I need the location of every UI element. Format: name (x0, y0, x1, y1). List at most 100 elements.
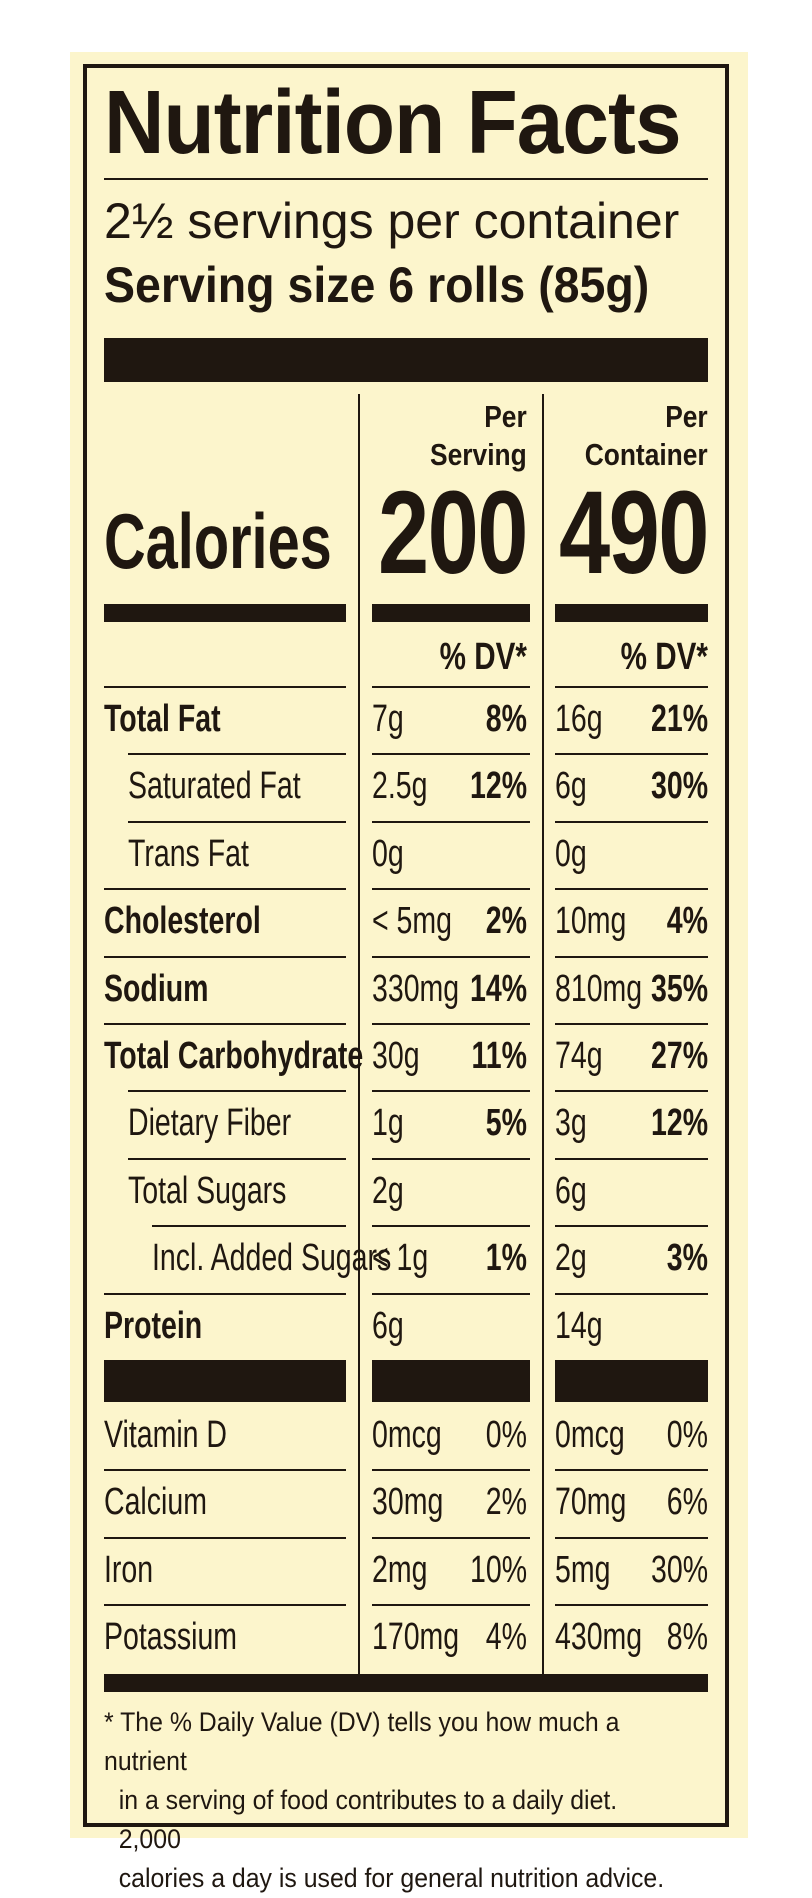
servings-per-container: 2½ servings per container (104, 193, 680, 249)
serving-dv: 5% (485, 1102, 527, 1145)
container-amount: 430mg (555, 1616, 643, 1659)
dv-header-serving: % DV* (439, 636, 527, 678)
calories-bar-left (104, 604, 346, 622)
column-header-serving: Per Serving (413, 398, 527, 474)
calories-bar-serving (372, 604, 530, 622)
column-header-container-line2: Container (585, 437, 708, 472)
footnote: * The % Daily Value (DV) tells you how m… (104, 1703, 665, 1898)
row-divider (555, 686, 708, 688)
row-divider (372, 1469, 530, 1472)
row-divider (372, 1604, 530, 1607)
container-dv: 21% (650, 698, 708, 740)
serving-amount: < 5mg (372, 900, 453, 943)
vitamins-bar-left (104, 1360, 346, 1402)
row-divider (372, 888, 530, 891)
row-divider (128, 1090, 346, 1093)
vitamins-bar-serving (372, 1360, 530, 1402)
serving-amount: 2.5g (372, 765, 428, 808)
serving-dv: 10% (469, 1548, 527, 1591)
row-divider (372, 753, 530, 756)
divider-thick-bottom (104, 1674, 708, 1692)
vitamin-label: Vitamin D (104, 1414, 228, 1456)
row-divider (104, 1469, 346, 1472)
row-divider (555, 1292, 708, 1295)
serving-amount: 30g (372, 1035, 420, 1077)
serving-amount: 170mg (372, 1616, 460, 1659)
row-divider (128, 820, 346, 823)
dv-header-container: % DV* (620, 636, 708, 678)
container-dv: 6% (666, 1481, 708, 1524)
column-header-serving-line2: Serving (430, 437, 527, 472)
row-divider (128, 753, 346, 756)
container-amount: 10mg (555, 900, 627, 943)
column-header-container: Per Container (563, 398, 708, 474)
column-header-container-line1: Per (665, 399, 708, 434)
row-divider (555, 1090, 708, 1093)
row-divider (555, 1536, 708, 1539)
row-divider (104, 955, 346, 958)
row-divider (555, 1157, 708, 1160)
container-dv: 0% (666, 1414, 708, 1456)
nutrient-label: Trans Fat (128, 832, 249, 875)
container-dv: 4% (666, 900, 708, 943)
row-divider (104, 888, 346, 891)
row-divider (372, 955, 530, 958)
vitamin-label: Potassium (104, 1616, 238, 1659)
serving-amount: 0mcg (372, 1414, 442, 1456)
nutrient-label: Saturated Fat (128, 765, 301, 808)
container-dv: 12% (650, 1102, 708, 1145)
label-title: Nutrition Facts (104, 73, 682, 173)
row-divider (555, 820, 708, 823)
serving-dv: 4% (485, 1616, 527, 1659)
serving-size: Serving size 6 rolls (85g) (104, 257, 650, 313)
row-divider (555, 1023, 708, 1025)
container-amount: 16g (555, 698, 603, 740)
calories-label: Calories (104, 497, 332, 585)
row-divider (555, 753, 708, 756)
row-divider (104, 1604, 346, 1607)
container-amount: 6g (555, 1169, 587, 1212)
serving-amount: 6g (372, 1304, 404, 1347)
serving-amount: 1g (372, 1102, 404, 1145)
row-divider (104, 1536, 346, 1539)
vitamin-label: Calcium (104, 1481, 207, 1524)
container-dv: 8% (666, 1616, 708, 1659)
container-amount: 0mcg (555, 1414, 625, 1456)
container-dv: 27% (650, 1035, 708, 1077)
row-divider (555, 955, 708, 958)
serving-amount: < 1g (372, 1237, 429, 1280)
column-rule-left (358, 394, 360, 1676)
nutrient-label: Sodium (104, 967, 209, 1010)
container-dv: 35% (650, 967, 708, 1010)
container-dv: 3% (666, 1237, 708, 1280)
serving-amount: 7g (372, 698, 404, 740)
row-divider (104, 1023, 346, 1025)
container-amount: 14g (555, 1304, 603, 1347)
vitamin-label: Iron (104, 1548, 154, 1591)
row-divider (555, 1225, 708, 1228)
row-divider (104, 1292, 346, 1295)
column-rule-right (542, 394, 544, 1676)
nutrition-label-border (83, 64, 729, 1827)
serving-amount: 2mg (372, 1548, 428, 1591)
row-divider (372, 1292, 530, 1295)
nutrient-label: Protein (104, 1304, 203, 1347)
footnote-line-1: * The % Daily Value (DV) tells you how m… (104, 1707, 620, 1776)
container-amount: 74g (555, 1035, 603, 1077)
row-divider (372, 1023, 530, 1025)
serving-dv: 1% (485, 1237, 527, 1280)
nutrient-label: Cholesterol (104, 900, 261, 943)
calories-per-container: 490 (559, 467, 709, 599)
row-divider (104, 686, 346, 688)
row-divider (372, 1225, 530, 1228)
nutrient-label: Total Carbohydrate (104, 1035, 364, 1077)
row-divider (128, 1157, 346, 1160)
row-divider (372, 686, 530, 688)
calories-per-serving: 200 (378, 467, 528, 599)
row-divider (372, 1090, 530, 1093)
serving-dv: 0% (485, 1414, 527, 1456)
row-divider (555, 888, 708, 891)
footnote-line-3: calories a day is used for general nutri… (118, 1863, 665, 1893)
serving-amount: 0g (372, 832, 404, 875)
footnote-line-2: in a serving of food contributes to a da… (118, 1785, 618, 1854)
